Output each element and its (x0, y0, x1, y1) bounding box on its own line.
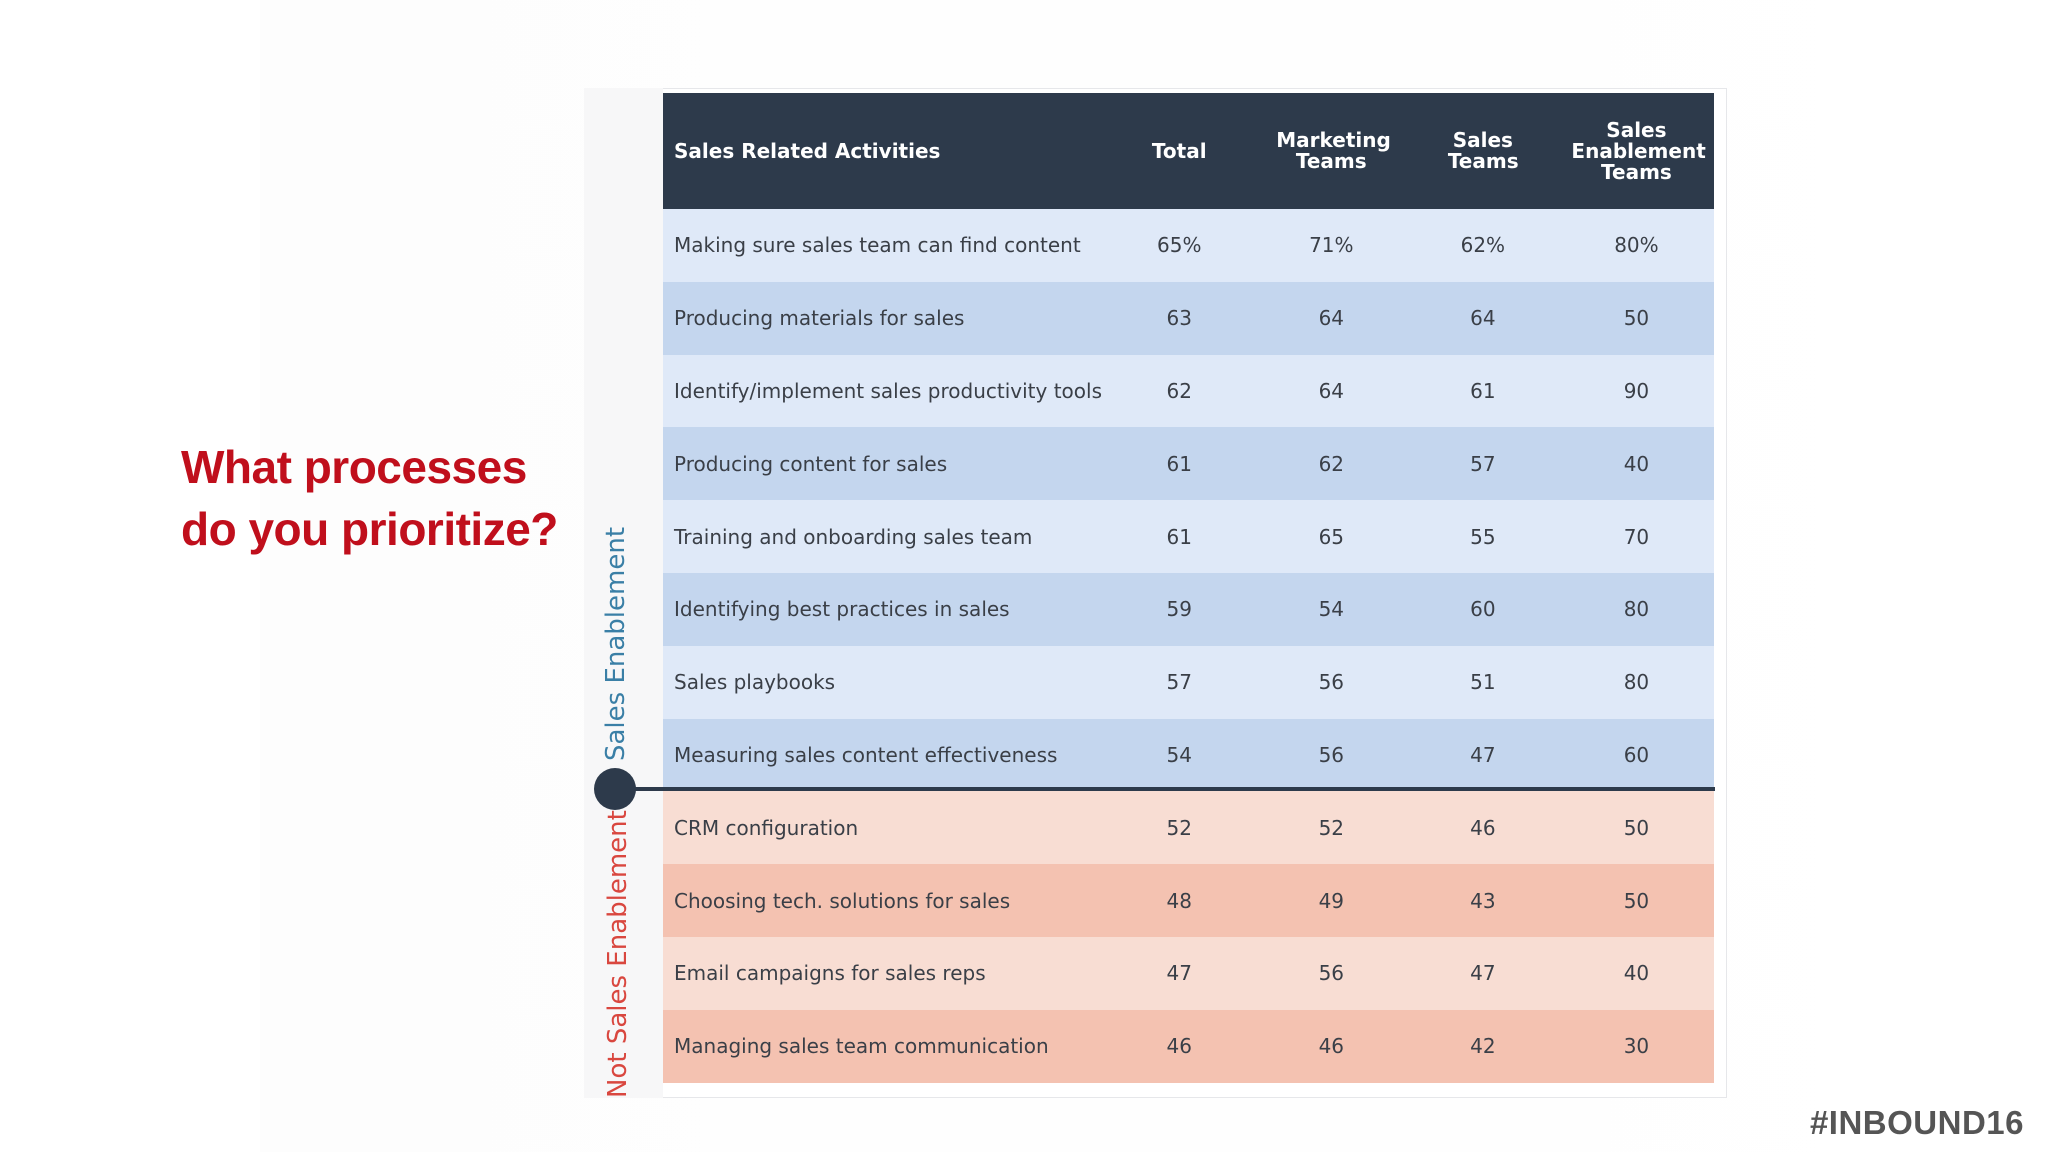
value-cell-enablement: 80 (1558, 645, 1714, 719)
activity-cell: CRM configuration (663, 791, 1103, 865)
activity-cell: Sales playbooks (663, 645, 1103, 719)
value-cell-total: 52 (1102, 791, 1256, 865)
value-cell-total: 47 (1102, 936, 1256, 1010)
value-cell-sales: 60 (1406, 572, 1559, 646)
table-row: Email campaigns for sales reps 47 56 47 40 (663, 936, 1714, 1010)
table-row: Producing content for sales 61 62 57 40 (663, 427, 1714, 501)
activities-table: Sales Related Activities Total Marketing… (663, 93, 1714, 1083)
activity-cell: Email campaigns for sales reps (663, 936, 1103, 1010)
value-cell-marketing: 46 (1255, 1009, 1407, 1083)
activity-cell: Training and onboarding sales team (663, 500, 1103, 573)
column-header-marketing: Marketing Teams (1255, 93, 1407, 209)
value-cell-marketing: 64 (1255, 354, 1407, 428)
value-cell-enablement: 50 (1558, 864, 1714, 937)
value-cell-marketing: 64 (1255, 281, 1407, 355)
value-cell-enablement: 80% (1558, 209, 1714, 282)
value-cell-marketing: 56 (1255, 645, 1407, 719)
activity-cell: Identifying best practices in sales (663, 572, 1103, 646)
group-divider-line (611, 787, 1715, 791)
column-header-enablement: Sales Enablement Teams (1558, 93, 1714, 209)
value-cell-total: 62 (1102, 354, 1256, 428)
value-cell-marketing: 56 (1255, 718, 1407, 792)
question-line-2: do you prioritize? (181, 503, 558, 555)
column-header-total: Total (1102, 93, 1256, 209)
value-cell-sales: 62% (1406, 209, 1559, 282)
group-divider-dot (594, 768, 636, 810)
table-row: Sales playbooks 57 56 51 80 (663, 645, 1714, 719)
value-cell-sales: 57 (1406, 427, 1559, 501)
value-cell-marketing: 71% (1255, 209, 1407, 282)
value-cell-sales: 64 (1406, 281, 1559, 355)
table-row: Identifying best practices in sales 59 54 6… (663, 572, 1714, 646)
value-cell-total: 59 (1102, 572, 1256, 646)
table-row: Producing materials for sales 63 64 64 50 (663, 281, 1714, 355)
value-cell-marketing: 62 (1255, 427, 1407, 501)
table-row: Managing sales team communication 46 46 42 3… (663, 1009, 1714, 1083)
value-cell-total: 57 (1102, 645, 1256, 719)
value-cell-total: 61 (1102, 500, 1256, 573)
value-cell-enablement: 30 (1558, 1009, 1714, 1083)
table-row: Measuring sales content effectiveness 54 5… (663, 718, 1714, 792)
activity-cell: Producing content for sales (663, 427, 1103, 501)
value-cell-sales: 51 (1406, 645, 1559, 719)
value-cell-sales: 46 (1406, 791, 1559, 865)
value-cell-sales: 47 (1406, 936, 1559, 1010)
value-cell-marketing: 54 (1255, 572, 1407, 646)
value-cell-enablement: 60 (1558, 718, 1714, 792)
value-cell-enablement: 70 (1558, 500, 1714, 573)
chart-frame: Sales Related Activities Total Marketing… (584, 88, 1727, 1098)
value-cell-enablement: 50 (1558, 281, 1714, 355)
group-label-not-sales-enablement: Not Sales Enablement (603, 810, 633, 1098)
table-row: Training and onboarding sales team 61 65 55… (663, 500, 1714, 573)
chart-panel: Sales Related Activities Total Marketing… (584, 88, 1727, 1098)
value-cell-marketing: 49 (1255, 864, 1407, 937)
value-cell-total: 48 (1102, 864, 1256, 937)
value-cell-sales: 43 (1406, 864, 1559, 937)
event-hashtag: #INBOUND16 (1809, 1104, 2024, 1141)
activity-cell: Measuring sales content effectiveness (663, 718, 1103, 792)
question-line-1: What processes (181, 441, 527, 493)
table-header-row: Sales Related Activities Total Marketing… (663, 93, 1714, 209)
value-cell-total: 65% (1102, 209, 1256, 282)
value-cell-marketing: 56 (1255, 936, 1407, 1010)
value-cell-marketing: 65 (1255, 500, 1407, 573)
group-label-sales-enablement: Sales Enablement (601, 526, 631, 761)
activity-cell: Identify/implement sales productivity to… (663, 354, 1103, 428)
activity-cell: Managing sales team communication (663, 1009, 1103, 1083)
value-cell-enablement: 50 (1558, 791, 1714, 865)
group-label-gutter (584, 88, 663, 1098)
value-cell-enablement: 40 (1558, 936, 1714, 1010)
column-header-activity: Sales Related Activities (663, 93, 1103, 209)
value-cell-marketing: 52 (1255, 791, 1407, 865)
column-header-sales: Sales Teams (1406, 93, 1559, 209)
activity-cell: Making sure sales team can find content (663, 209, 1103, 282)
value-cell-enablement: 40 (1558, 427, 1714, 501)
value-cell-total: 54 (1102, 718, 1256, 792)
value-cell-sales: 61 (1406, 354, 1559, 428)
value-cell-sales: 55 (1406, 500, 1559, 573)
table-row: Choosing tech. solutions for sales 48 49 43… (663, 864, 1714, 937)
table-row: Identify/implement sales productivity to… (663, 354, 1714, 428)
table-row: Making sure sales team can find content 6… (663, 209, 1714, 282)
value-cell-sales: 47 (1406, 718, 1559, 792)
value-cell-total: 63 (1102, 281, 1256, 355)
value-cell-sales: 42 (1406, 1009, 1559, 1083)
value-cell-total: 61 (1102, 427, 1256, 501)
table-row: CRM configuration 52 52 46 50 (663, 791, 1714, 865)
activity-cell: Choosing tech. solutions for sales (663, 864, 1103, 937)
value-cell-enablement: 80 (1558, 572, 1714, 646)
activity-cell: Producing materials for sales (663, 281, 1103, 355)
slide-question: What processes do you prioritize? (181, 436, 591, 560)
value-cell-enablement: 90 (1558, 354, 1714, 428)
value-cell-total: 46 (1102, 1009, 1256, 1083)
table-body: Making sure sales team can find content 6… (663, 209, 1714, 1083)
